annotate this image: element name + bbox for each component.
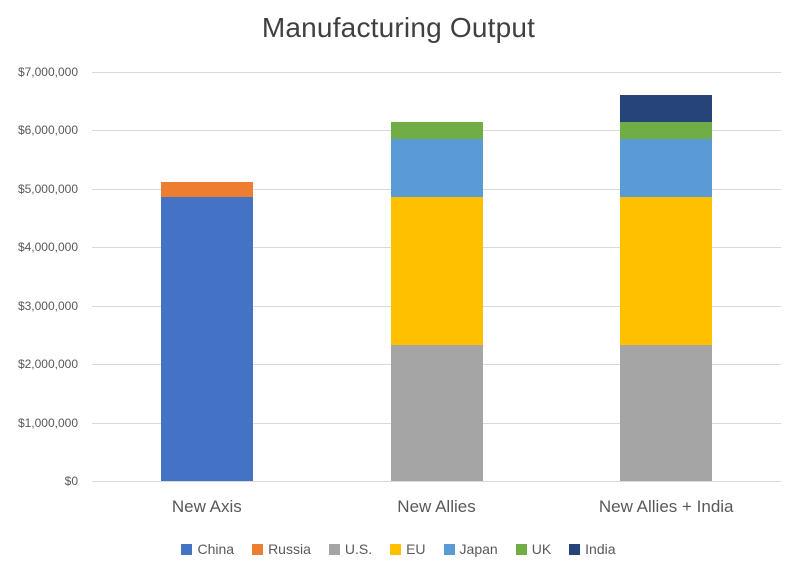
x-axis-category-label: New Allies + India — [598, 497, 734, 516]
bar-segment-u-s-new-allies-india[interactable] — [620, 344, 713, 481]
legend-item-russia[interactable]: Russia — [252, 541, 311, 557]
legend-label: China — [197, 541, 235, 557]
bar-segment-eu-new-allies[interactable] — [390, 197, 483, 345]
legend-item-china[interactable]: China — [181, 541, 234, 557]
legend-swatch-icon — [515, 543, 527, 555]
x-axis-category-label: New Axis — [171, 497, 242, 516]
y-axis-tick-label: $5,000,000 — [17, 181, 78, 196]
legend-label: Russia — [268, 541, 311, 557]
legend-item-u-s[interactable]: U.S. — [328, 541, 373, 557]
bar-segment-uk-new-allies-india[interactable] — [620, 121, 713, 139]
y-axis-tick-label: $4,000,000 — [17, 240, 78, 255]
bar-segment-japan-new-allies-india[interactable] — [620, 138, 713, 197]
gridline — [92, 72, 781, 73]
legend-label: EU — [406, 541, 426, 557]
chart-title: Manufacturing Output — [261, 12, 536, 43]
bar-segment-india-new-allies-india[interactable] — [620, 94, 713, 122]
bar-segment-russia-new-axis[interactable] — [160, 182, 253, 197]
y-axis-tick-label: $2,000,000 — [17, 357, 78, 372]
legend-label: Japan — [459, 541, 498, 557]
bar-segment-eu-new-allies-india[interactable] — [620, 197, 713, 345]
legend-item-india[interactable]: India — [569, 541, 616, 557]
y-axis-tick-label: $6,000,000 — [17, 123, 78, 138]
legend-label: UK — [531, 541, 552, 557]
y-axis-tick-label: $3,000,000 — [17, 298, 78, 313]
legend: China Russia U.S. EU Japan UK India — [0, 541, 797, 557]
x-axis-category-label: New Allies — [397, 497, 476, 516]
legend-swatch-icon — [328, 543, 340, 555]
legend-item-eu[interactable]: EU — [390, 541, 426, 557]
legend-label: U.S. — [344, 541, 373, 557]
legend-item-japan[interactable]: Japan — [443, 541, 498, 557]
legend-swatch-icon — [569, 543, 581, 555]
legend-swatch-icon — [390, 543, 402, 555]
legend-swatch-icon — [443, 543, 455, 555]
legend-item-uk[interactable]: UK — [515, 541, 552, 557]
bar-segment-uk-new-allies[interactable] — [390, 121, 483, 139]
y-axis-tick-label: $1,000,000 — [17, 415, 78, 430]
legend-label: India — [585, 541, 616, 557]
gridline — [92, 481, 781, 482]
bar-segment-u-s-new-allies[interactable] — [390, 344, 483, 481]
y-axis-tick-label: $0 — [64, 474, 78, 488]
bar-segment-china-new-axis[interactable] — [160, 197, 253, 481]
bar-segment-japan-new-allies[interactable] — [390, 138, 483, 197]
legend-swatch-icon — [252, 543, 264, 555]
legend-swatch-icon — [181, 543, 193, 555]
y-axis-tick-label: $7,000,000 — [17, 65, 78, 79]
